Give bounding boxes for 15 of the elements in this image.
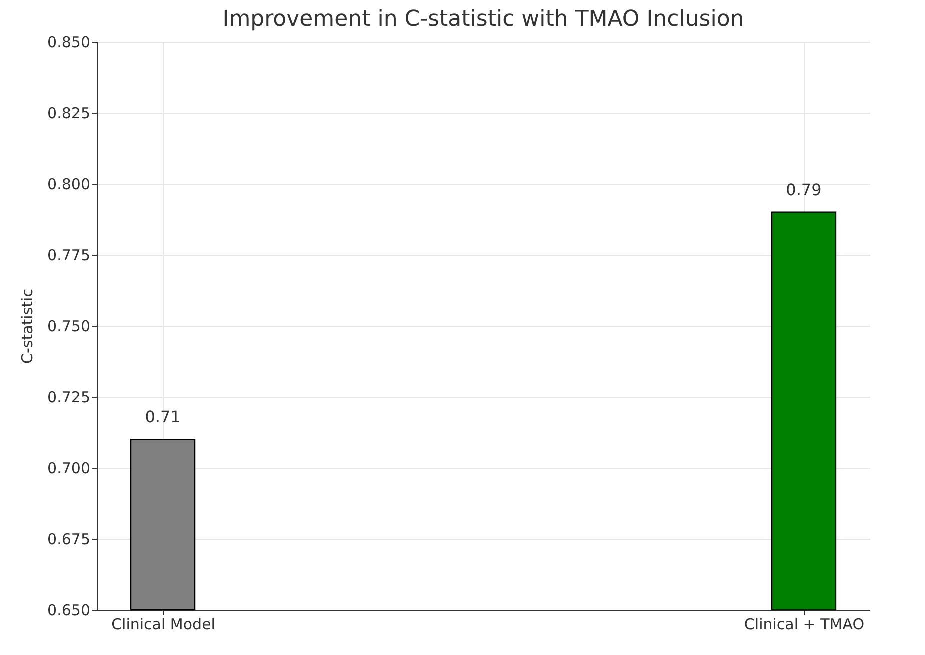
chart-title: Improvement in C-statistic with TMAO Inclusion bbox=[222, 7, 744, 32]
y-tick-label: 0.775 bbox=[48, 246, 90, 264]
y-tick-label: 0.675 bbox=[48, 530, 90, 548]
y-tick-label: 0.725 bbox=[48, 388, 90, 406]
y-tick-label: 0.650 bbox=[48, 602, 90, 620]
x-tick-label: Clinical + TMAO bbox=[744, 616, 865, 634]
y-tick-label: 0.700 bbox=[48, 460, 90, 478]
data-label: 0.79 bbox=[786, 180, 822, 200]
y-tick-label: 0.800 bbox=[48, 176, 90, 194]
y-tick-label: 0.850 bbox=[48, 34, 90, 52]
x-tick-label: Clinical Model bbox=[112, 616, 216, 634]
y-tick-label: 0.750 bbox=[48, 318, 90, 336]
data-label: 0.71 bbox=[145, 408, 181, 427]
y-axis-title: C-statistic bbox=[18, 289, 37, 364]
y-tick-label: 0.825 bbox=[48, 104, 90, 122]
